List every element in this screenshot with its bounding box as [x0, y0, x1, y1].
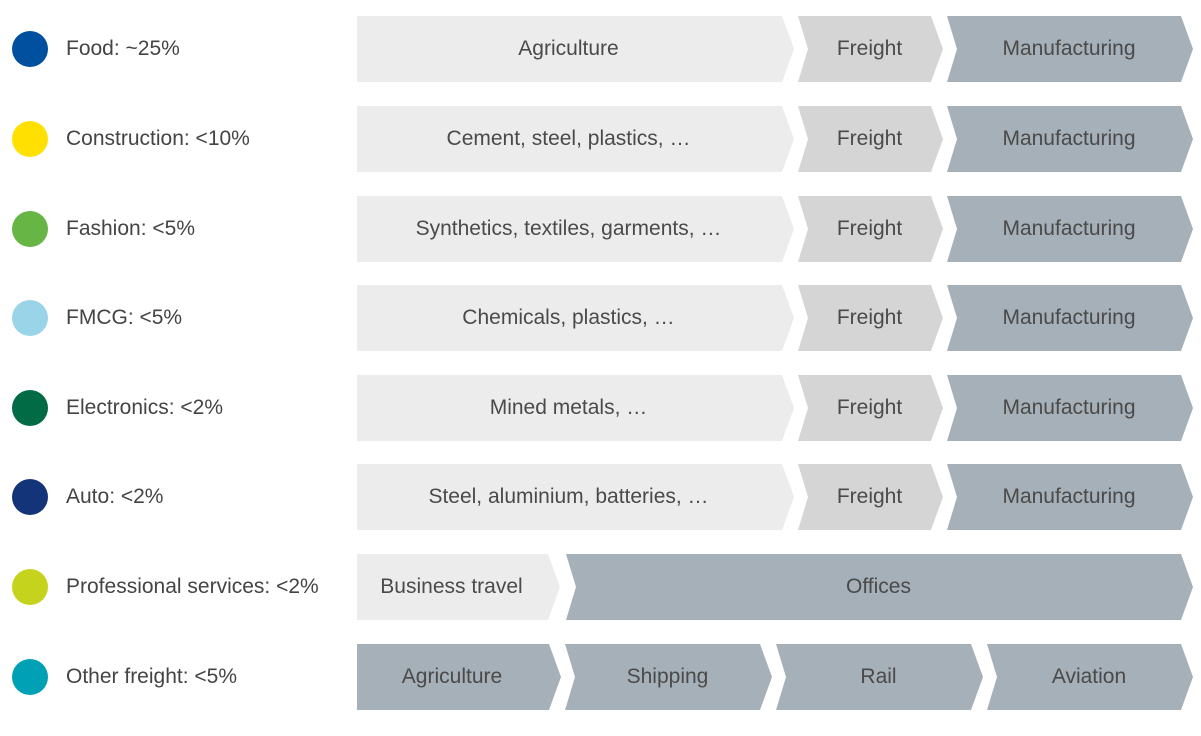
chain-segment-label: Manufacturing [1002, 127, 1136, 150]
sector-row: Electronics: <2% Mined metals, … Freight Ma… [0, 375, 1201, 441]
chain-segment: Agriculture [357, 644, 561, 710]
chain-segment: Freight [798, 285, 943, 351]
sector-color-dot [12, 390, 48, 426]
chain-segment: Freight [798, 375, 943, 441]
chain-segment: Offices [566, 554, 1193, 620]
sector-color-dot [12, 300, 48, 336]
chain-segment: Freight [798, 464, 943, 530]
chain-segment-label: Manufacturing [1002, 37, 1136, 60]
sector-label: Construction: <10% [66, 127, 250, 150]
sector-color-dot [12, 211, 48, 247]
chain-segment-label: Aviation [1051, 665, 1127, 688]
sector-label: Food: ~25% [66, 37, 180, 60]
chain-segment-label: Freight [836, 37, 903, 60]
sector-row: Other freight: <5% Agriculture Shipping Rai… [0, 644, 1201, 710]
sector-color-dot [12, 479, 48, 515]
sector-row: Food: ~25% Agriculture Freight Manufacturin… [0, 16, 1201, 82]
sector-label: Electronics: <2% [66, 396, 223, 419]
chain-segment: Business travel [357, 554, 560, 620]
chain-segment: Rail [776, 644, 983, 710]
chain-segment-label: Manufacturing [1002, 485, 1136, 508]
chain-segment-label: Freight [836, 396, 903, 419]
chain-segment: Manufacturing [947, 106, 1193, 172]
chain-segment: Freight [798, 16, 943, 82]
chain-segment-label: Cement, steel, plastics, … [446, 127, 691, 150]
sector-row: Auto: <2% Steel, aluminium, batteries, … F… [0, 464, 1201, 530]
chain-segment: Manufacturing [947, 375, 1193, 441]
chain-segment-label: Freight [836, 127, 903, 150]
chain-segment: Steel, aluminium, batteries, … [357, 464, 794, 530]
chain-segment-label: Agriculture [401, 665, 503, 688]
chain-segment: Freight [798, 196, 943, 262]
chain-segment-label: Synthetics, textiles, garments, … [415, 217, 722, 240]
chain-segment-label: Manufacturing [1002, 396, 1136, 419]
chain-segment: Synthetics, textiles, garments, … [357, 196, 794, 262]
chain-segment: Manufacturing [947, 16, 1193, 82]
chain-segment-label: Agriculture [518, 37, 619, 60]
sector-label: Auto: <2% [66, 485, 164, 508]
sector-label: Other freight: <5% [66, 665, 238, 688]
chain-segment-label: Rail [860, 665, 897, 688]
chain-segment-label: Freight [836, 306, 903, 329]
chain-segment: Manufacturing [947, 464, 1193, 530]
sector-row: Professional services: <2% Business trave… [0, 554, 1201, 620]
sector-row: Construction: <10% Cement, steel, plastic… [0, 106, 1201, 172]
chain-segment: Shipping [565, 644, 772, 710]
chain-segment: Cement, steel, plastics, … [357, 106, 794, 172]
sector-color-dot [12, 659, 48, 695]
chain-segment: Agriculture [357, 16, 794, 82]
sector-label: FMCG: <5% [66, 306, 183, 329]
chain-segment: Chemicals, plastics, … [357, 285, 794, 351]
sector-label: Professional services: <2% [66, 575, 319, 598]
chain-segment: Aviation [987, 644, 1193, 710]
chain-segment-label: Steel, aluminium, batteries, … [428, 485, 709, 508]
chain-segment-label: Shipping [626, 665, 709, 688]
chain-segment: Mined metals, … [357, 375, 794, 441]
chain-segment-label: Manufacturing [1002, 217, 1136, 240]
chain-segment-label: Chemicals, plastics, … [462, 306, 675, 329]
sector-color-dot [12, 569, 48, 605]
sector-row: Fashion: <5% Synthetics, textiles, garmen… [0, 196, 1201, 262]
chain-segment-label: Freight [836, 217, 903, 240]
chain-segment: Manufacturing [947, 285, 1193, 351]
chain-segment-label: Mined metals, … [489, 396, 648, 419]
sector-row: FMCG: <5% Chemicals, plastics, … Freight Ma… [0, 285, 1201, 351]
chain-segment-label: Offices [846, 575, 911, 598]
chain-segment: Manufacturing [947, 196, 1193, 262]
chain-segment-label: Manufacturing [1002, 306, 1136, 329]
chain-segment-label: Freight [836, 485, 903, 508]
chain-segment: Freight [798, 106, 943, 172]
sector-color-dot [12, 121, 48, 157]
chain-segment-label: Business travel [380, 575, 523, 598]
sector-color-dot [12, 31, 48, 67]
sector-label: Fashion: <5% [66, 217, 195, 240]
